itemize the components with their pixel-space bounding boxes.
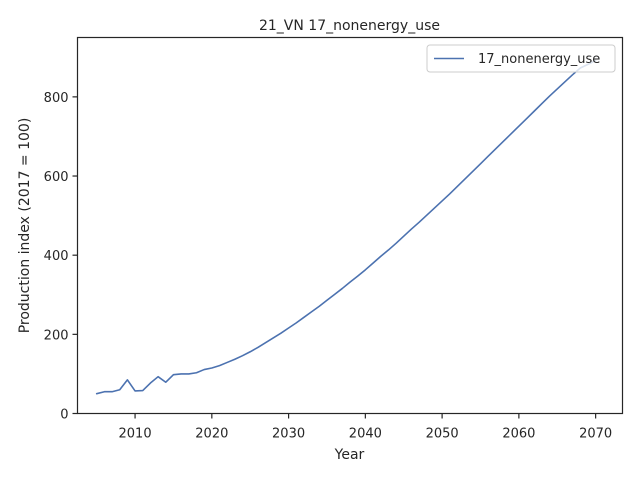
y-tick-label: 800 — [44, 91, 69, 106]
y-axis-ticks: 0 200 400 600 800 — [44, 91, 78, 423]
y-tick-label: 400 — [44, 249, 69, 264]
y-axis-label: Production index (2017 = 100) — [17, 118, 33, 334]
x-tick-label: 2020 — [195, 427, 228, 442]
x-tick-label: 2030 — [272, 427, 305, 442]
x-axis-ticks: 2010 2020 2030 2040 2050 2060 2070 — [119, 413, 612, 442]
legend-label: 17_nonenergy_use — [478, 52, 600, 67]
chart-title: 21_VN 17_nonenergy_use — [259, 18, 440, 34]
x-tick-label: 2050 — [426, 427, 459, 442]
x-tick-label: 2060 — [502, 427, 535, 442]
legend: 17_nonenergy_use — [426, 44, 616, 73]
y-tick-label: 600 — [44, 170, 69, 185]
y-tick-label: 200 — [44, 328, 69, 343]
y-tick-label: 0 — [60, 408, 68, 423]
series-line-17-nonenergy-use — [95, 59, 597, 395]
legend-box — [426, 44, 616, 73]
x-tick-label: 2070 — [579, 427, 612, 442]
x-axis-label: Year — [334, 447, 365, 463]
x-tick-label: 2040 — [349, 427, 382, 442]
x-tick-label: 2010 — [119, 427, 152, 442]
plot-frame — [76, 36, 624, 415]
